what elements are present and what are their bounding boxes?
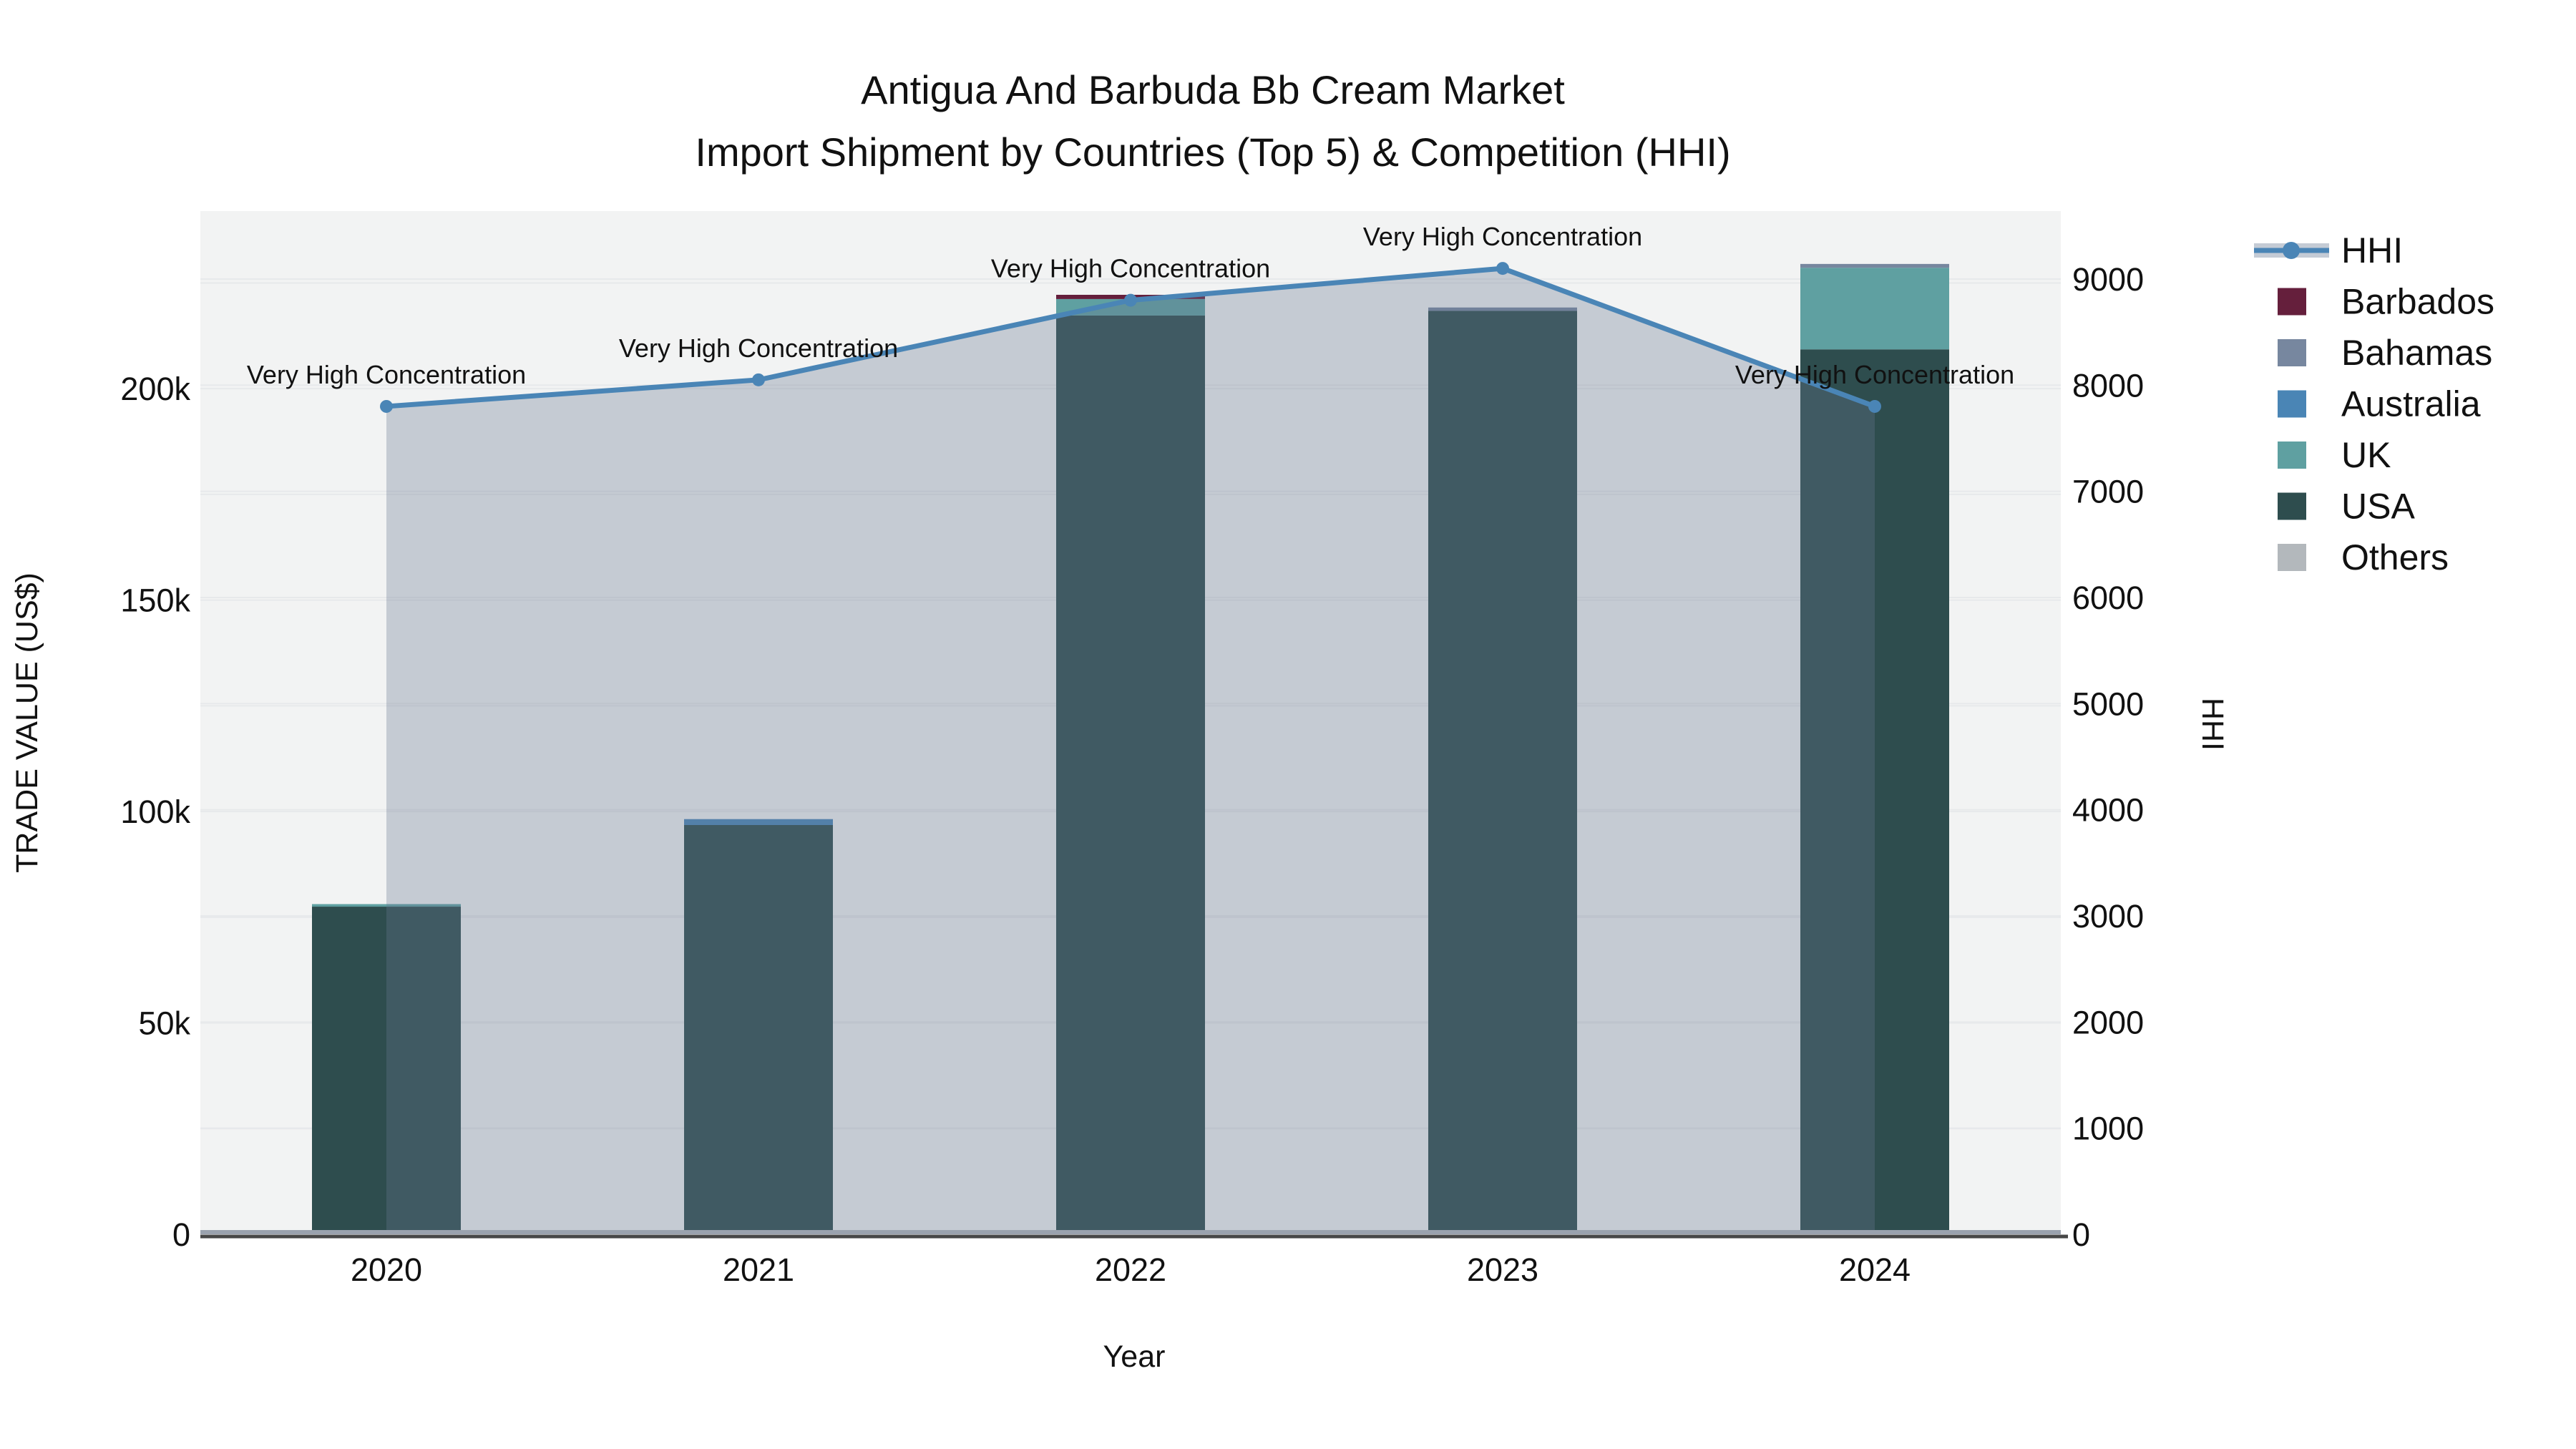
annotation-2023: Very High Concentration (1363, 222, 1642, 251)
legend-item-usa[interactable]: USA (2278, 487, 2415, 527)
left-tick-200k: 200k (120, 371, 190, 407)
legend-swatch-uk (2278, 441, 2306, 469)
legend-item-hhi[interactable]: HHI (2254, 230, 2403, 270)
legend-swatch-australia (2278, 390, 2306, 418)
hhi-marker-2024[interactable] (1868, 399, 1881, 413)
x-tick-2022: 2022 (1095, 1252, 1166, 1288)
left-tick-0: 0 (172, 1216, 190, 1253)
legend-item-australia[interactable]: Australia (2278, 384, 2481, 424)
bar-segment-australia-2021[interactable] (684, 819, 833, 825)
legend-item-bahamas[interactable]: Bahamas (2278, 333, 2492, 373)
right-tick-7000: 7000 (2072, 474, 2144, 510)
hhi-marker-2021[interactable] (752, 373, 765, 386)
legend-swatch-bahamas (2278, 339, 2306, 366)
bar-segment-uk-2022[interactable] (1056, 298, 1205, 316)
legend-swatch-others (2278, 544, 2306, 571)
hhi-line (380, 262, 1881, 413)
annotation-2020: Very High Concentration (247, 360, 526, 389)
right-tick-8000: 8000 (2072, 367, 2144, 404)
legend-label-others: Others (2341, 537, 2449, 577)
legend-label-australia: Australia (2341, 384, 2481, 424)
legend-item-uk[interactable]: UK (2278, 435, 2391, 475)
bar-segment-usa-2021[interactable] (684, 825, 833, 1234)
right-tick-2000: 2000 (2072, 1004, 2144, 1040)
left-tick-50k: 50k (138, 1005, 190, 1042)
bar-segment-usa-2023[interactable] (1428, 311, 1577, 1234)
bar-segment-uk-2024[interactable] (1800, 268, 1949, 350)
legend-label-uk: UK (2341, 435, 2391, 475)
bar-segment-usa-2022[interactable] (1056, 315, 1205, 1234)
bar-stacks (312, 263, 1949, 1234)
legend-swatch-usa (2278, 492, 2306, 520)
axis-ticks: 0 50k 100k 150k 200k 0 1000 2000 3000 4000 5000 600… (120, 261, 2144, 1288)
left-tick-100k: 100k (120, 794, 190, 830)
legend-label-barbados: Barbados (2341, 282, 2494, 322)
hhi-marker-2022[interactable] (1124, 293, 1137, 307)
right-tick-9000: 9000 (2072, 261, 2144, 298)
x-tick-2023: 2023 (1467, 1252, 1538, 1288)
annotation-2024: Very High Concentration (1735, 360, 2014, 389)
right-tick-3000: 3000 (2072, 898, 2144, 935)
right-axis-title: HHI (2195, 698, 2230, 751)
left-tick-150k: 150k (120, 582, 190, 619)
legend-swatch-barbados (2278, 288, 2306, 316)
legend-hhi-marker (2283, 242, 2300, 259)
x-axis-title: Year (1103, 1340, 1166, 1374)
right-tick-5000: 5000 (2072, 686, 2144, 722)
x-tick-2021: 2021 (723, 1252, 794, 1288)
right-tick-1000: 1000 (2072, 1111, 2144, 1147)
bar-segment-bahamas-2024[interactable] (1800, 263, 1949, 268)
hhi-area-fill (386, 268, 1875, 1234)
hhi-marker-2020[interactable] (380, 399, 393, 413)
legend-label-hhi: HHI (2341, 230, 2403, 270)
annotation-2022: Very High Concentration (991, 254, 1270, 283)
legend-item-barbados[interactable]: Barbados (2278, 282, 2494, 322)
x-tick-2024: 2024 (1839, 1252, 1911, 1288)
hhi-area (386, 268, 1875, 1234)
chart-title-line1: Antigua And Barbuda Bb Cream Market (861, 67, 1565, 112)
right-tick-6000: 6000 (2072, 580, 2144, 616)
hhi-marker-2023[interactable] (1496, 262, 1509, 275)
point-annotations: Very High Concentration Very High Concent… (247, 222, 2014, 389)
annotation-2021: Very High Concentration (619, 333, 898, 363)
bar-segment-bahamas-2023[interactable] (1428, 307, 1577, 311)
right-tick-4000: 4000 (2072, 792, 2144, 829)
bar-segment-usa-2024[interactable] (1800, 349, 1949, 1234)
right-tick-0: 0 (2072, 1216, 2090, 1253)
legend-label-usa: USA (2341, 487, 2415, 527)
bar-segment-usa-2020[interactable] (312, 907, 461, 1234)
legend: HHI Barbados Bahamas Australia UK USA Others (2254, 230, 2494, 577)
legend-label-bahamas: Bahamas (2341, 333, 2492, 373)
chart-title-line2: Import Shipment by Countries (Top 5) & C… (695, 130, 1730, 175)
axis-baseline (200, 1230, 2068, 1239)
bar-segment-uk-2020[interactable] (312, 904, 461, 907)
left-axis-title: TRADE VALUE (US$) (10, 572, 44, 873)
legend-item-others[interactable]: Others (2278, 537, 2449, 577)
x-tick-2020: 2020 (351, 1252, 422, 1288)
